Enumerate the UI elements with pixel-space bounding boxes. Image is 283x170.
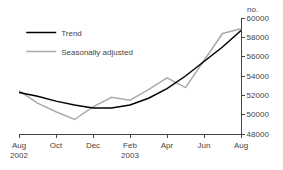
svg-text:Feb2003: Feb2003: [121, 141, 139, 160]
svg-text:48000: 48000: [247, 130, 270, 139]
svg-text:60000: 60000: [247, 14, 270, 23]
svg-text:Oct: Oct: [50, 141, 63, 150]
svg-text:Seasonally adjusted: Seasonally adjusted: [61, 48, 133, 57]
svg-text:Aug2002: Aug2002: [10, 141, 28, 160]
svg-text:50000: 50000: [247, 110, 270, 119]
svg-text:52000: 52000: [247, 91, 270, 100]
svg-text:Apr: Apr: [161, 141, 174, 150]
svg-text:Dec: Dec: [86, 141, 100, 150]
svg-text:58000: 58000: [247, 33, 270, 42]
svg-text:Jun: Jun: [198, 141, 211, 150]
svg-text:Aug: Aug: [234, 141, 248, 150]
svg-text:no.: no.: [247, 5, 258, 14]
svg-text:54000: 54000: [247, 72, 270, 81]
svg-text:Trend: Trend: [61, 29, 82, 38]
svg-text:56000: 56000: [247, 52, 270, 61]
